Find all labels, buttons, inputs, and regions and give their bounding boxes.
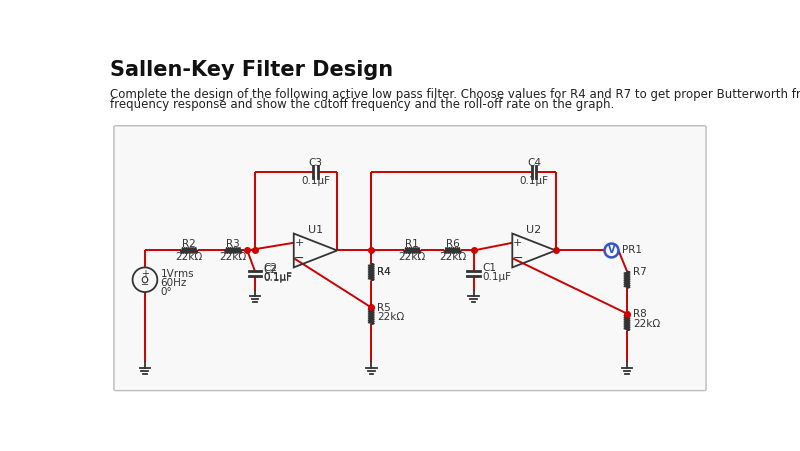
Text: frequency response and show the cutoff frequency and the roll-off rate on the gr: frequency response and show the cutoff f… xyxy=(110,98,614,110)
Text: C4: C4 xyxy=(527,158,541,168)
Text: −: − xyxy=(294,252,305,265)
Text: 22kΩ: 22kΩ xyxy=(634,318,661,329)
Text: R7: R7 xyxy=(634,267,647,277)
Text: 1Vrms: 1Vrms xyxy=(161,268,194,279)
Text: C1: C1 xyxy=(482,263,496,273)
Text: R8: R8 xyxy=(634,309,647,319)
Text: −: − xyxy=(513,252,523,265)
Text: 0.1µF: 0.1µF xyxy=(263,273,293,283)
Text: +: + xyxy=(294,238,304,248)
Text: +: + xyxy=(513,238,522,248)
Text: 0.1µF: 0.1µF xyxy=(301,176,330,186)
Text: PR1: PR1 xyxy=(622,245,642,255)
Text: 0.1µF: 0.1µF xyxy=(482,272,511,282)
Text: C2: C2 xyxy=(263,263,278,273)
Text: V: V xyxy=(608,245,615,255)
Text: 22kΩ: 22kΩ xyxy=(439,253,466,262)
Text: +: + xyxy=(141,269,149,279)
Text: U1: U1 xyxy=(308,225,323,235)
Text: 22kΩ: 22kΩ xyxy=(398,253,426,262)
Text: C2: C2 xyxy=(263,265,278,275)
Text: R4: R4 xyxy=(378,267,391,277)
FancyBboxPatch shape xyxy=(114,126,706,391)
Text: R1: R1 xyxy=(406,239,419,249)
Text: C3: C3 xyxy=(309,158,322,168)
Text: Complete the design of the following active low pass filter. Choose values for R: Complete the design of the following act… xyxy=(110,87,800,101)
Text: U2: U2 xyxy=(526,225,542,235)
Text: 22kΩ: 22kΩ xyxy=(175,253,202,262)
Text: 0°: 0° xyxy=(161,287,172,297)
Text: 60Hz: 60Hz xyxy=(161,278,187,288)
Text: 0.1µF: 0.1µF xyxy=(263,272,293,282)
Text: −: − xyxy=(141,280,149,290)
Text: R6: R6 xyxy=(446,239,459,249)
Text: R3: R3 xyxy=(226,239,240,249)
Text: R4: R4 xyxy=(378,267,391,277)
Text: 22kΩ: 22kΩ xyxy=(378,313,405,322)
Text: R5: R5 xyxy=(378,303,391,313)
Text: R2: R2 xyxy=(182,239,196,249)
Text: Sallen-Key Filter Design: Sallen-Key Filter Design xyxy=(110,60,394,79)
Text: 22kΩ: 22kΩ xyxy=(220,253,247,262)
Text: 0.1µF: 0.1µF xyxy=(519,176,549,186)
